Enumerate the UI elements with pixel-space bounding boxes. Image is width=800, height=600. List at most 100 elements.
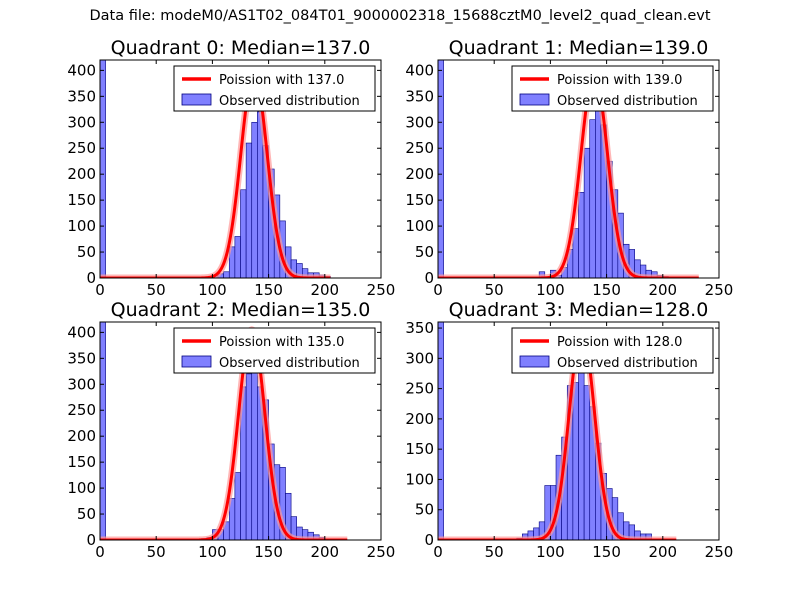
figure-suptitle: Data file: modeM0/AS1T02_084T01_90000023… bbox=[89, 8, 711, 24]
histogram-bar bbox=[100, 60, 106, 278]
histogram-bar bbox=[438, 322, 444, 540]
histogram-bar bbox=[578, 355, 585, 540]
y-tick-label: 350 bbox=[67, 87, 96, 105]
x-tick-label: 100 bbox=[198, 281, 227, 299]
y-tick-label: 250 bbox=[405, 380, 434, 398]
y-tick-label: 50 bbox=[77, 505, 96, 523]
y-tick-label: 0 bbox=[424, 269, 434, 287]
histogram-bar bbox=[223, 271, 230, 278]
x-tick-label: 150 bbox=[592, 543, 621, 561]
x-tick-label: 100 bbox=[536, 543, 565, 561]
legend: Poission with 135.0 Observed distribution bbox=[173, 327, 376, 374]
histogram-bar bbox=[583, 385, 591, 540]
histogram-bar bbox=[100, 322, 106, 540]
y-tick-label: 50 bbox=[415, 243, 434, 261]
y-tick-label: 350 bbox=[405, 319, 434, 337]
x-tick-label: 150 bbox=[254, 543, 283, 561]
subplot-quadrant-2: 0 50 100 150 200 250 0 50 100 150 200 250 300 350 400 Q… bbox=[67, 299, 395, 561]
legend: Poission with 137.0 Observed distribution bbox=[173, 65, 376, 112]
histogram-bar bbox=[245, 373, 253, 540]
y-tick-label: 150 bbox=[67, 191, 96, 209]
legend-bar-swatch bbox=[519, 93, 550, 106]
y-tick-label: 300 bbox=[405, 113, 434, 131]
axes-frame bbox=[437, 59, 720, 279]
y-tick-label: 100 bbox=[405, 217, 434, 235]
x-tick-label: 250 bbox=[367, 543, 396, 561]
y-tick-label: 150 bbox=[405, 440, 434, 458]
legend: Poission with 139.0 Observed distribution bbox=[511, 65, 714, 112]
histogram-bar bbox=[589, 119, 596, 278]
y-tick-label: 0 bbox=[86, 269, 96, 287]
y-tick-label: 200 bbox=[67, 427, 96, 445]
subplot-title: Quadrant 1: Median=139.0 bbox=[449, 37, 709, 59]
legend-bar-swatch bbox=[181, 355, 212, 368]
legend-label-poisson: Poission with 128.0 bbox=[557, 335, 682, 350]
x-tick-label: 0 bbox=[433, 281, 443, 299]
y-tick-label: 400 bbox=[67, 61, 96, 79]
x-tick-label: 100 bbox=[198, 543, 227, 561]
x-tick-label: 50 bbox=[147, 543, 166, 561]
legend-label-poisson: Poission with 137.0 bbox=[219, 73, 344, 88]
x-tick-label: 0 bbox=[95, 543, 105, 561]
poisson-fit-line bbox=[100, 71, 331, 278]
y-tick-label: 50 bbox=[77, 243, 96, 261]
y-tick-label: 300 bbox=[67, 375, 96, 393]
x-tick-label: 200 bbox=[310, 543, 339, 561]
y-tick-label: 150 bbox=[67, 453, 96, 471]
subplot-title: Quadrant 2: Median=135.0 bbox=[111, 299, 371, 321]
legend-label-observed: Observed distribution bbox=[219, 356, 360, 371]
x-tick-label: 100 bbox=[536, 281, 565, 299]
x-tick-label: 200 bbox=[310, 281, 339, 299]
x-tick-label: 0 bbox=[95, 281, 105, 299]
x-tick-label: 250 bbox=[705, 281, 734, 299]
histogram-bar bbox=[578, 192, 585, 278]
y-tick-label: 100 bbox=[67, 479, 96, 497]
x-tick-label: 0 bbox=[433, 543, 443, 561]
histogram-bar bbox=[234, 236, 241, 278]
legend-label-observed: Observed distribution bbox=[557, 356, 698, 371]
y-tick-label: 350 bbox=[67, 349, 96, 367]
poisson-lines bbox=[100, 69, 331, 278]
x-tick-label: 150 bbox=[254, 281, 283, 299]
y-tick-label: 100 bbox=[405, 470, 434, 488]
subplot-title: Quadrant 3: Median=128.0 bbox=[449, 299, 709, 321]
histogram-bar bbox=[245, 142, 253, 278]
y-tick-label: 150 bbox=[405, 191, 434, 209]
legend-box bbox=[511, 65, 714, 112]
y-tick-label: 250 bbox=[67, 139, 96, 157]
x-tick-label: 250 bbox=[367, 281, 396, 299]
histogram-bar bbox=[583, 147, 591, 278]
legend-label-observed: Observed distribution bbox=[557, 94, 698, 109]
x-tick-label: 200 bbox=[648, 281, 677, 299]
x-tick-label: 150 bbox=[592, 281, 621, 299]
legend-bar-swatch bbox=[519, 355, 550, 368]
y-tick-label: 350 bbox=[405, 87, 434, 105]
legend-label-observed: Observed distribution bbox=[219, 94, 360, 109]
y-tick-label: 200 bbox=[405, 410, 434, 428]
y-tick-label: 400 bbox=[67, 323, 96, 341]
histogram-bar bbox=[251, 121, 258, 278]
x-tick-label: 200 bbox=[648, 543, 677, 561]
y-tick-label: 50 bbox=[415, 501, 434, 519]
y-tick-label: 250 bbox=[67, 401, 96, 419]
y-tick-label: 200 bbox=[405, 165, 434, 183]
subplot-quadrant-0: 0 50 100 150 200 250 0 50 100 150 200 250 300 350 400 Q… bbox=[67, 37, 395, 299]
histogram-bar bbox=[595, 106, 602, 278]
y-tick-label: 300 bbox=[67, 113, 96, 131]
subplot-quadrant-1: 0 50 100 150 200 250 0 50 100 150 200 250 300 350 400 Q… bbox=[405, 37, 733, 299]
histogram-bar bbox=[438, 60, 444, 278]
y-tick-label: 300 bbox=[405, 349, 434, 367]
y-tick-label: 0 bbox=[424, 531, 434, 549]
x-tick-label: 50 bbox=[147, 281, 166, 299]
histogram-bar bbox=[572, 382, 579, 540]
axes-frame bbox=[99, 59, 382, 279]
x-tick-label: 50 bbox=[485, 281, 504, 299]
subplot-title: Quadrant 0: Median=137.0 bbox=[111, 37, 371, 59]
histogram-bar bbox=[240, 189, 247, 278]
legend-label-poisson: Poission with 135.0 bbox=[219, 335, 344, 350]
x-tick-label: 50 bbox=[485, 543, 504, 561]
y-tick-label: 0 bbox=[86, 531, 96, 549]
y-tick-label: 100 bbox=[67, 217, 96, 235]
y-tick-label: 200 bbox=[67, 165, 96, 183]
